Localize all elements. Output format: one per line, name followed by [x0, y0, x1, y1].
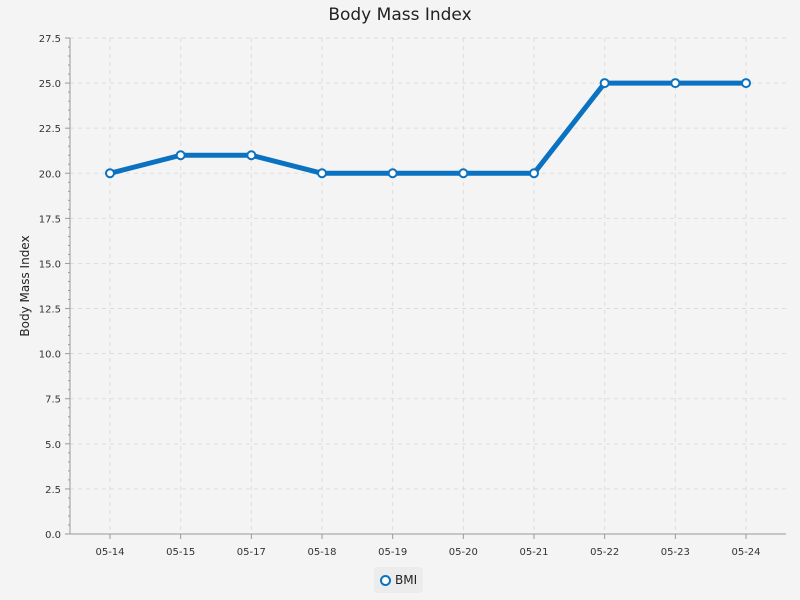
y-tick-label: 27.5 — [39, 34, 61, 45]
data-point — [175, 150, 186, 161]
x-tick-label: 05-19 — [378, 547, 407, 558]
data-point — [246, 150, 257, 161]
x-tick-label: 05-20 — [449, 547, 478, 558]
y-tick-label: 17.5 — [39, 214, 61, 225]
data-point — [387, 168, 398, 179]
x-tick-label: 05-21 — [519, 547, 548, 558]
y-tick-label: 25.0 — [39, 79, 61, 90]
data-point — [317, 168, 327, 179]
y-tick-label: 20.0 — [39, 169, 61, 180]
data-point — [599, 78, 610, 89]
data-point — [529, 168, 539, 179]
y-tick-label: 7.5 — [45, 395, 61, 406]
x-tick-label: 05-23 — [661, 547, 690, 558]
x-tick-label: 05-14 — [95, 547, 124, 558]
y-tick-label: 10.0 — [39, 350, 61, 361]
y-tick-label: 15.0 — [39, 259, 61, 270]
chart-title: Body Mass Index — [328, 5, 472, 25]
x-tick-label: 05-24 — [731, 547, 760, 558]
y-tick-label: 0.0 — [45, 530, 61, 541]
series-line-bmi — [109, 80, 746, 176]
x-tick-label: 05-22 — [590, 547, 619, 558]
data-point — [741, 78, 751, 89]
legend[interactable]: BMI — [374, 567, 424, 593]
data-point — [670, 78, 681, 89]
legend-marker-icon — [380, 574, 391, 586]
data-point — [458, 168, 469, 179]
x-tick-label: 05-15 — [166, 547, 195, 558]
x-tick-label: 05-18 — [307, 547, 336, 558]
data-point — [105, 168, 115, 179]
x-tick-label: 05-17 — [237, 547, 266, 558]
y-tick-label: 22.5 — [39, 124, 61, 135]
y-tick-label: 12.5 — [39, 305, 61, 316]
legend-label: BMI — [395, 573, 418, 587]
y-tick-label: 5.0 — [45, 440, 61, 451]
y-tick-label: 2.5 — [45, 485, 61, 496]
